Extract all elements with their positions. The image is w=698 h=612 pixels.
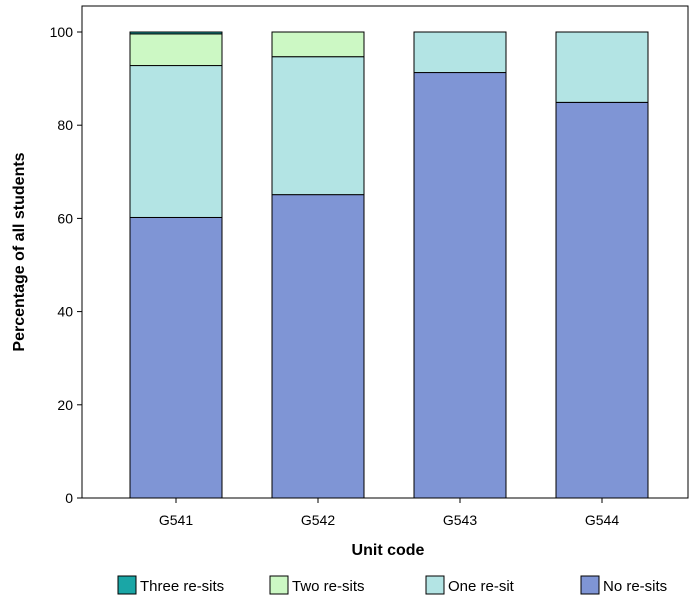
bar-segment-g541-one-re-sit xyxy=(129,65,223,218)
bars-layer xyxy=(129,31,649,499)
plot-frame xyxy=(81,5,689,499)
legend-swatch-three-re-sits xyxy=(117,575,137,595)
bar-segment-g541-three-re-sits xyxy=(129,31,223,35)
bar-segment-g543-one-re-sit xyxy=(413,31,507,74)
y-tick-label: 100 xyxy=(50,24,74,40)
legend-swatch-no-re-sits xyxy=(580,575,600,595)
axes-layer xyxy=(81,5,689,499)
bar-segment-g542-one-re-sit xyxy=(271,56,365,196)
legend-swatch-one-re-sit xyxy=(425,575,445,595)
bar-segment-g543-no-re-sits xyxy=(413,72,507,499)
bar-segment-g542-two-re-sits xyxy=(271,31,365,58)
legend-label: Three re-sits xyxy=(140,578,224,595)
x-tick-label: G541 xyxy=(159,512,193,528)
y-tick-label: 20 xyxy=(57,397,73,413)
bar-segment-g544-no-re-sits xyxy=(555,101,649,499)
legend-label: Two re-sits xyxy=(292,578,365,595)
x-tick-label: G543 xyxy=(443,512,477,528)
legend-label: No re-sits xyxy=(603,578,667,595)
y-tick-label: 80 xyxy=(57,117,73,133)
bar-segment-g541-two-re-sits xyxy=(129,33,223,67)
bar-segment-g541-no-re-sits xyxy=(129,216,223,499)
legend: Three re-sits Two re-sits One re-sit No re-… xyxy=(117,575,667,595)
y-tick-label: 40 xyxy=(57,304,73,320)
y-tick-label: 0 xyxy=(65,490,73,506)
x-axis-title: Unit code xyxy=(352,542,425,559)
legend-swatch-two-re-sits xyxy=(269,575,289,595)
x-tick-label: G544 xyxy=(585,512,619,528)
y-axis-title: Percentage of all students xyxy=(11,152,28,351)
y-axis-ticks: 0 20 40 60 80 100 xyxy=(50,24,82,506)
bar-segment-g544-one-re-sit xyxy=(555,31,649,103)
x-axis-ticks: G541 G542 G543 G544 xyxy=(159,498,619,528)
legend-label: One re-sit xyxy=(448,578,515,595)
bar-segment-g542-no-re-sits xyxy=(271,194,365,499)
x-tick-label: G542 xyxy=(301,512,335,528)
y-tick-label: 60 xyxy=(57,210,73,226)
